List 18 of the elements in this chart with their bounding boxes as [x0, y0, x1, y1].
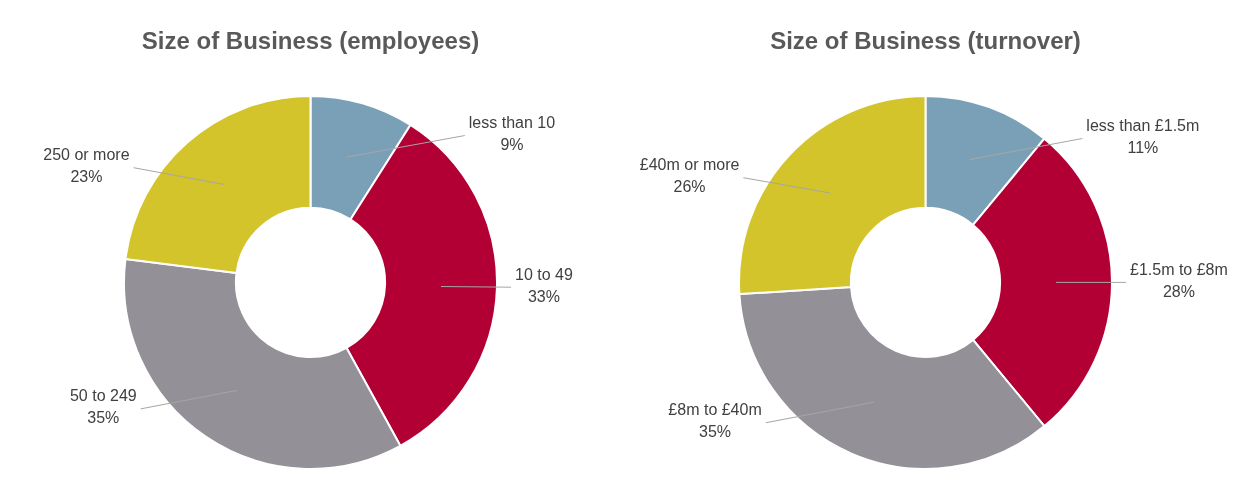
slice-label: £8m to £40m [668, 401, 762, 419]
slice-label: 10 to 49 [515, 265, 573, 283]
slice-label: 50 to 249 [69, 387, 137, 405]
slice-label: less than 10 [468, 113, 556, 131]
slice-label: £40m or more [639, 156, 740, 174]
data-label: 35% [87, 409, 120, 427]
slice-label: less than £1.5m [1086, 116, 1200, 134]
data-label: 11% [1127, 138, 1159, 156]
data-label: 9% [500, 135, 524, 153]
chart-title: Size of Business (employees) [141, 27, 480, 55]
slice-label: 250 or more [43, 146, 130, 164]
data-label: 35% [699, 423, 732, 441]
data-label: 33% [527, 287, 560, 305]
chart-title: Size of Business (turnover) [770, 27, 1081, 55]
data-label: 28% [1162, 282, 1195, 300]
data-label: 26% [673, 178, 706, 196]
slice-label: £1.5m to £8m [1130, 260, 1228, 278]
data-label: 23% [70, 168, 103, 186]
